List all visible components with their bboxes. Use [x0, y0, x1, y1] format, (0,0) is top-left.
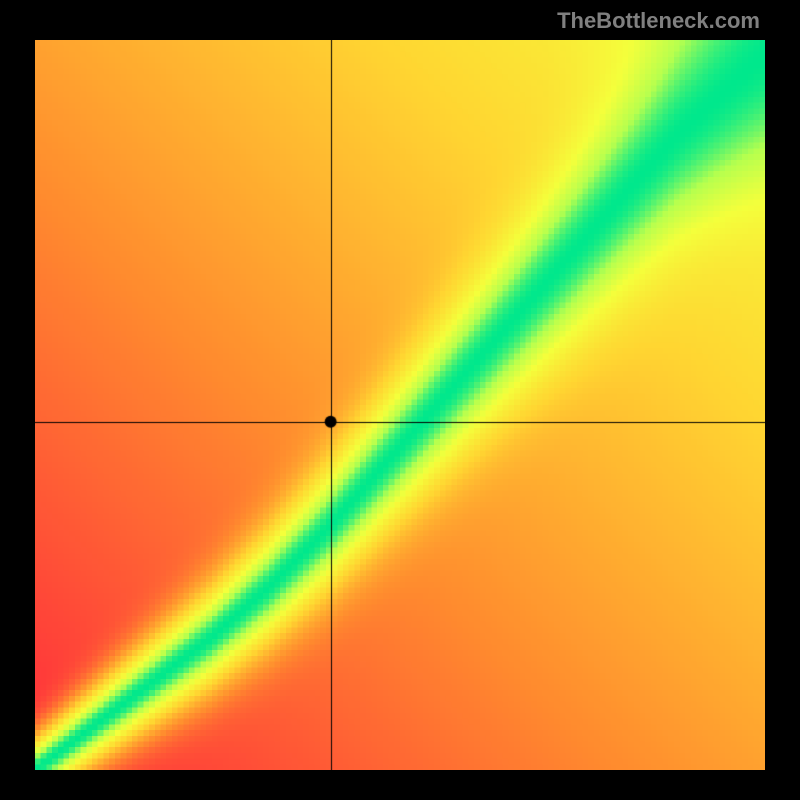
- crosshair-overlay: [35, 40, 765, 770]
- heatmap-container: [35, 40, 765, 770]
- watermark-text: TheBottleneck.com: [557, 8, 760, 34]
